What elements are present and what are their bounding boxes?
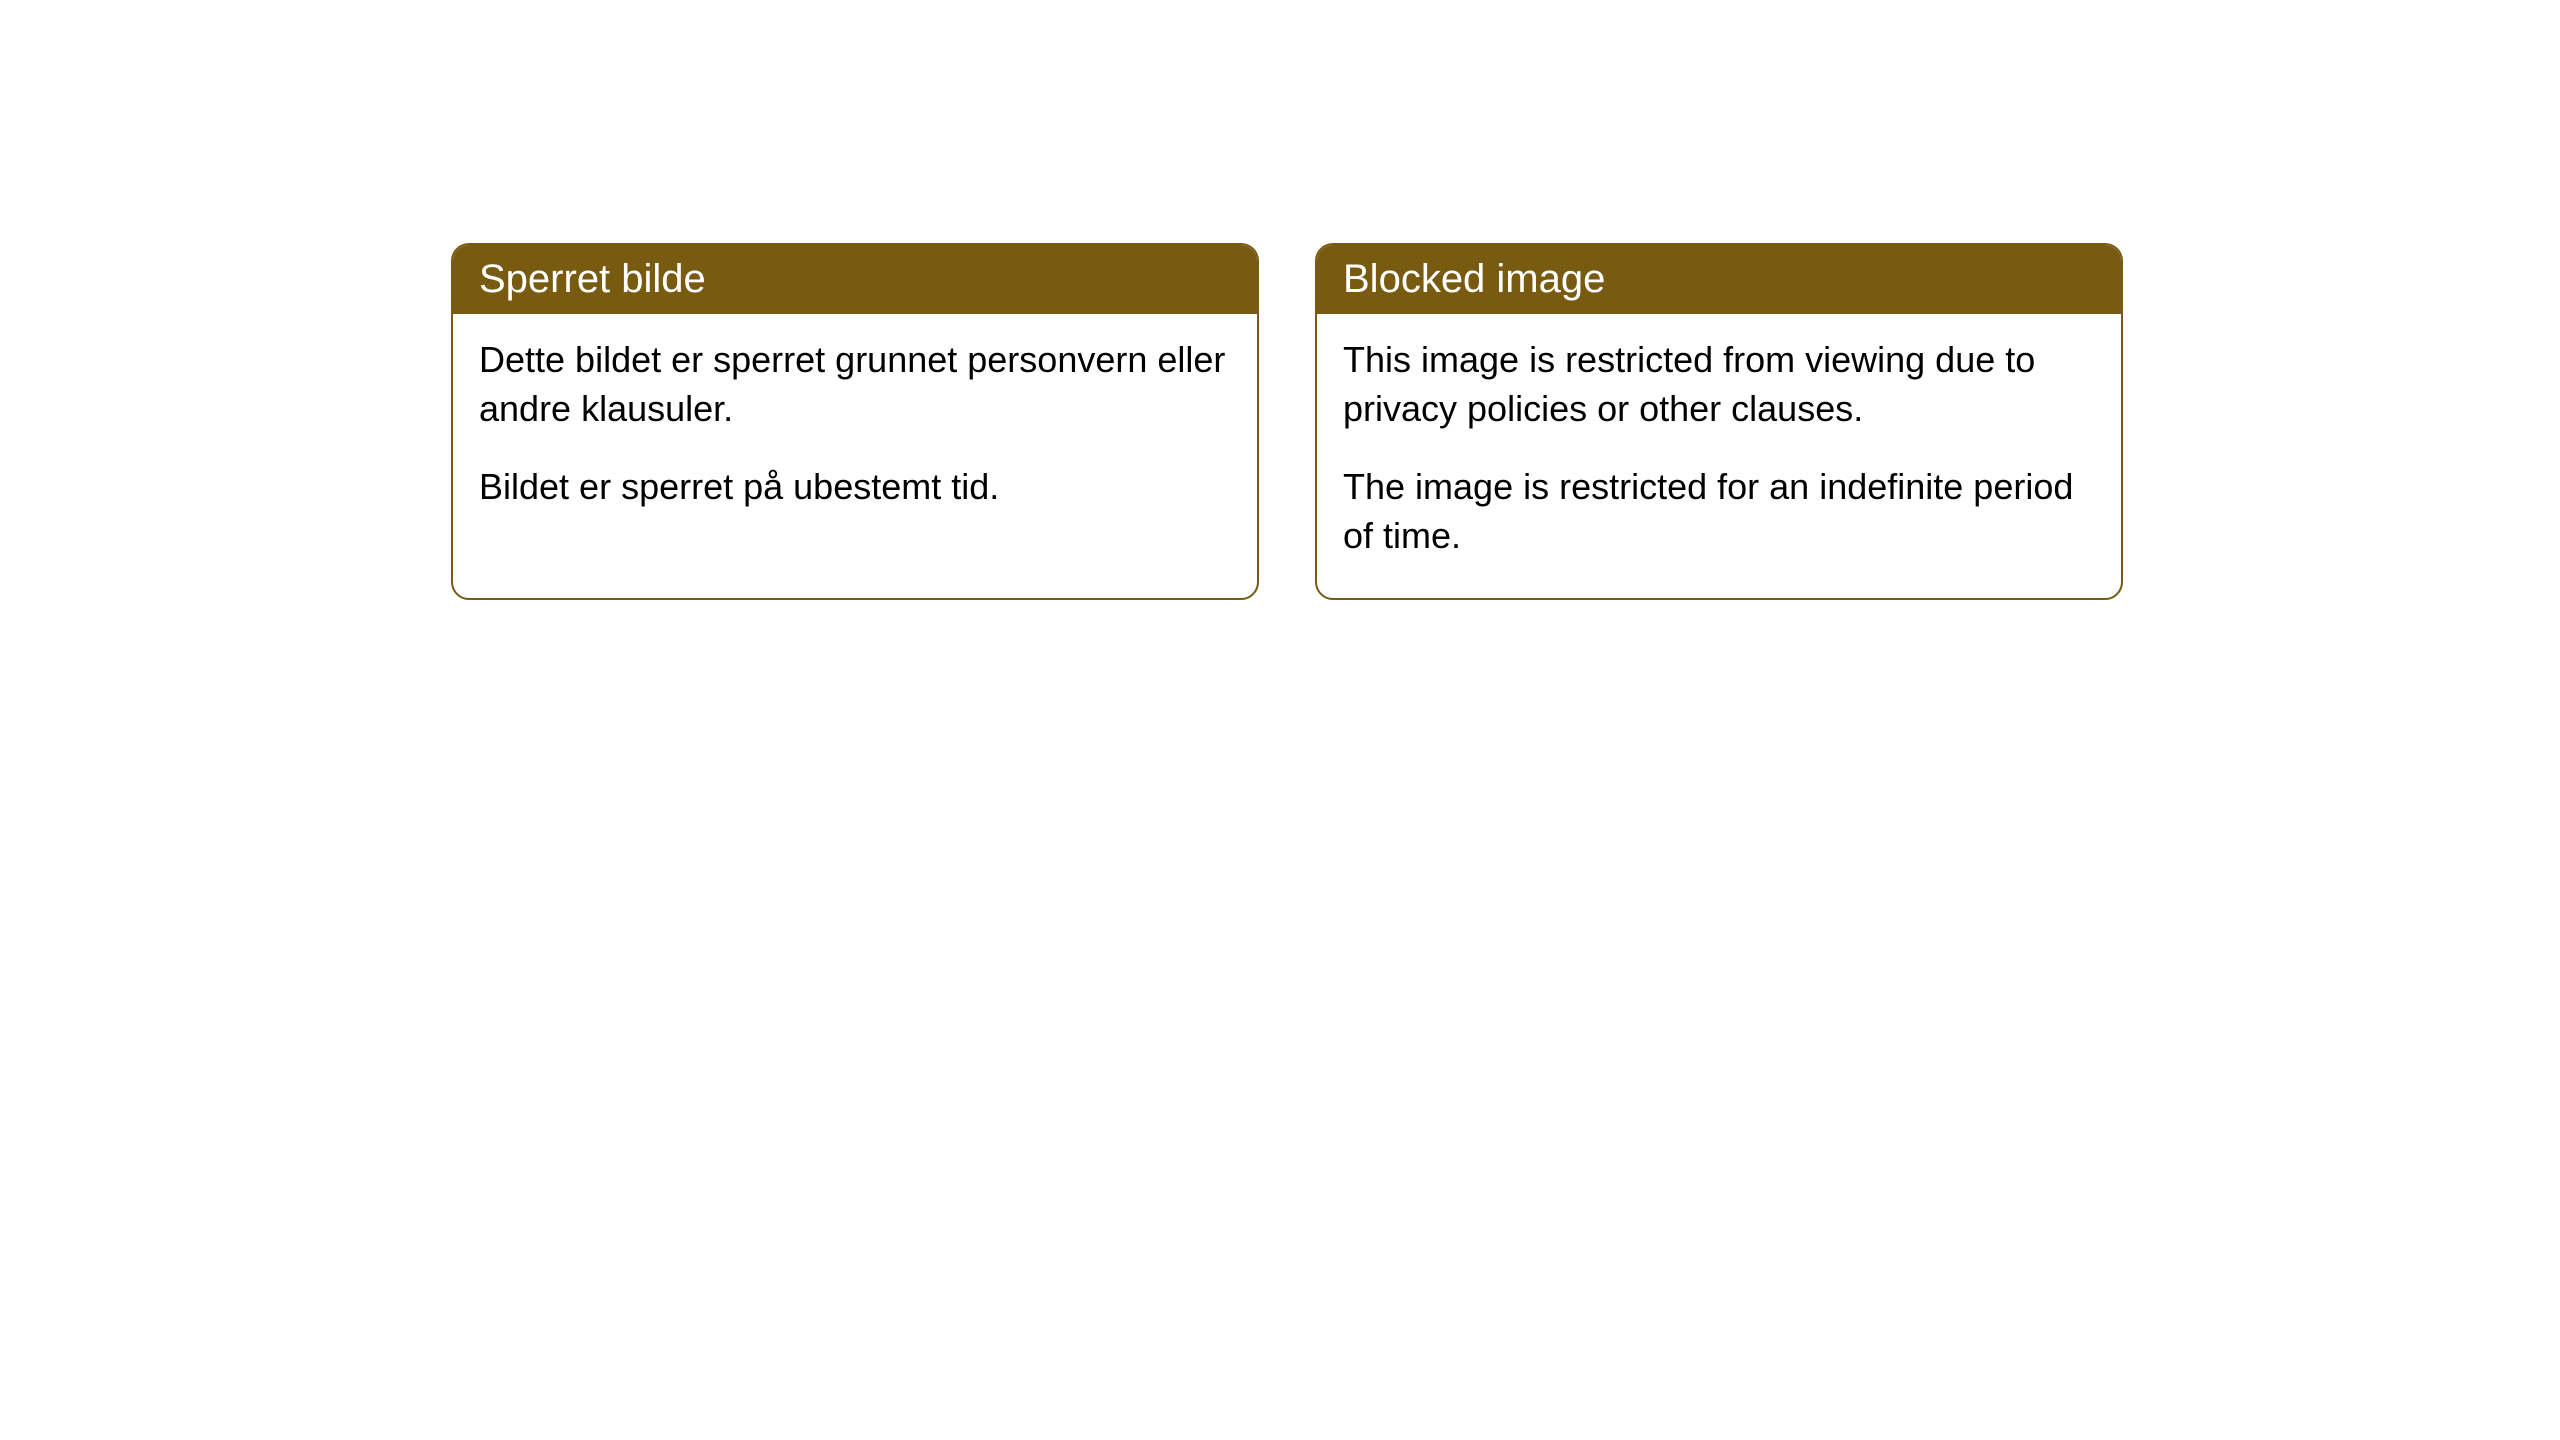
card-text-en-2: The image is restricted for an indefinit…	[1343, 463, 2095, 560]
card-text-no-1: Dette bildet er sperret grunnet personve…	[479, 336, 1231, 433]
card-body-en: This image is restricted from viewing du…	[1317, 314, 2121, 598]
blocked-image-card-en: Blocked image This image is restricted f…	[1315, 243, 2123, 600]
card-container: Sperret bilde Dette bildet er sperret gr…	[0, 0, 2560, 600]
card-header-no: Sperret bilde	[453, 245, 1257, 314]
card-header-en: Blocked image	[1317, 245, 2121, 314]
card-text-en-1: This image is restricted from viewing du…	[1343, 336, 2095, 433]
blocked-image-card-no: Sperret bilde Dette bildet er sperret gr…	[451, 243, 1259, 600]
card-text-no-2: Bildet er sperret på ubestemt tid.	[479, 463, 1231, 512]
card-body-no: Dette bildet er sperret grunnet personve…	[453, 314, 1257, 550]
